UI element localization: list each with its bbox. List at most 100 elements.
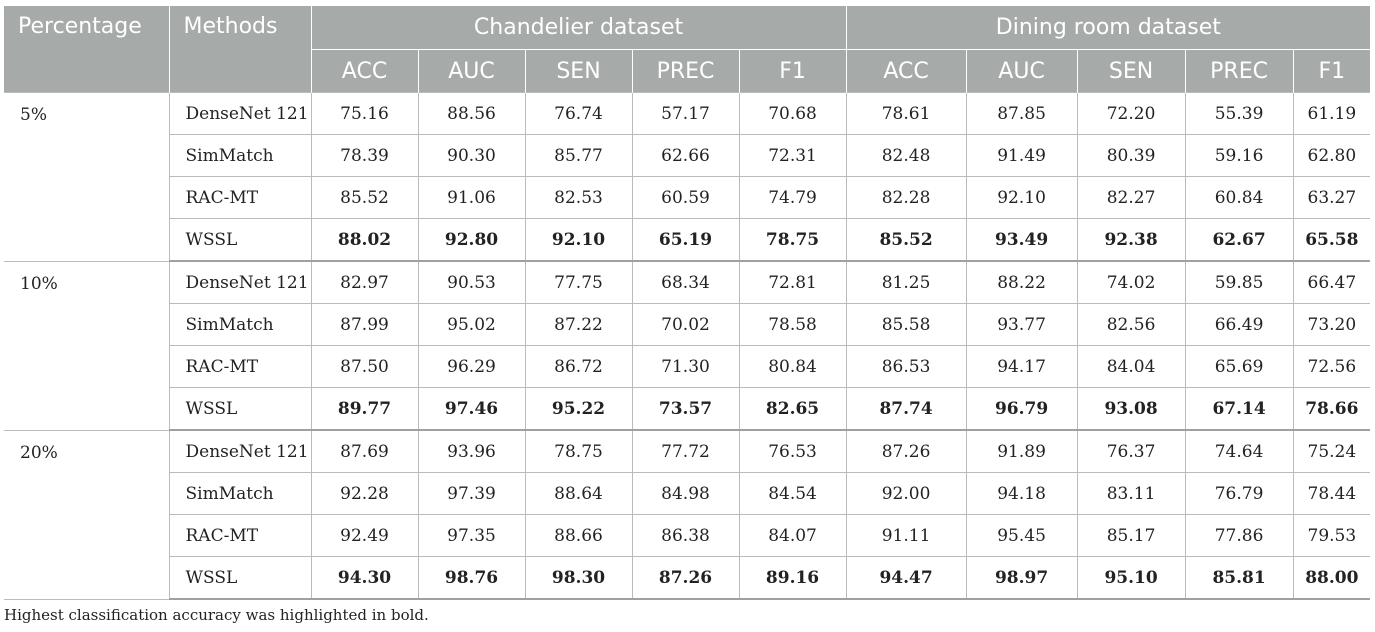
- value-cell: 84.04: [1076, 345, 1186, 388]
- value-cell: 85.58: [845, 303, 967, 346]
- header-metric-f1: F1: [1292, 49, 1371, 93]
- method-cell: SimMatch: [168, 303, 312, 346]
- value-cell: 97.46: [417, 387, 526, 431]
- value-cell: 85.17: [1076, 514, 1186, 557]
- value-cell: 75.16: [310, 92, 419, 135]
- value-cell: 95.22: [524, 387, 633, 431]
- value-cell: 91.11: [845, 514, 967, 557]
- header-metric-sen: SEN: [1076, 49, 1186, 93]
- value-cell: 78.66: [1292, 387, 1371, 431]
- value-cell: 87.99: [310, 303, 419, 346]
- value-cell: 72.81: [738, 260, 847, 304]
- header-metric-f1: F1: [738, 49, 847, 93]
- value-cell: 93.49: [965, 218, 1078, 262]
- value-cell: 87.50: [310, 345, 419, 388]
- table-row: WSSL 94.30 98.76 98.30 87.26 89.16 94.47 98.97 9…: [4, 556, 1371, 600]
- value-cell: 84.98: [631, 472, 740, 515]
- metric-header-row: ACC AUC SEN PREC F1 ACC AUC SEN PREC F1: [4, 49, 1371, 93]
- table-row: WSSL 88.02 92.80 92.10 65.19 78.75 85.52 93.49 9…: [4, 218, 1371, 262]
- value-cell: 76.79: [1184, 472, 1294, 515]
- value-cell: 94.47: [845, 556, 967, 600]
- value-cell: 78.61: [845, 92, 967, 135]
- percentage-cell: 5%: [4, 92, 170, 262]
- value-cell: 78.75: [738, 218, 847, 262]
- value-cell: 86.38: [631, 514, 740, 557]
- method-cell: DenseNet 121: [168, 92, 312, 135]
- header-metric-acc: ACC: [845, 49, 967, 93]
- method-cell: DenseNet 121: [168, 429, 312, 473]
- header-metric-sen: SEN: [524, 49, 632, 93]
- method-cell: SimMatch: [168, 472, 312, 515]
- method-cell: WSSL: [168, 556, 312, 600]
- value-cell: 76.37: [1076, 429, 1186, 473]
- value-cell: 76.74: [524, 92, 633, 135]
- value-cell: 91.89: [965, 429, 1078, 473]
- value-cell: 88.02: [310, 218, 419, 262]
- value-cell: 87.74: [845, 387, 967, 431]
- value-cell: 81.25: [845, 260, 967, 304]
- results-table: Percentage Methods Chandelier dataset Di…: [4, 6, 1371, 600]
- header-metric-auc: AUC: [965, 49, 1078, 93]
- value-cell: 66.49: [1184, 303, 1294, 346]
- value-cell: 90.53: [417, 260, 526, 304]
- header-metric-prec: PREC: [1184, 49, 1294, 93]
- method-cell: WSSL: [168, 218, 312, 262]
- value-cell: 70.68: [738, 92, 847, 135]
- value-cell: 93.96: [417, 429, 526, 473]
- value-cell: 55.39: [1184, 92, 1294, 135]
- table-row: 20% DenseNet 121 87.69 93.96 78.75 77.72 76.53…: [4, 429, 1371, 600]
- value-cell: 95.45: [965, 514, 1078, 557]
- value-cell: 90.30: [417, 134, 526, 177]
- value-cell: 82.28: [845, 176, 967, 219]
- value-cell: 72.20: [1076, 92, 1186, 135]
- value-cell: 91.49: [965, 134, 1078, 177]
- value-cell: 76.53: [738, 429, 847, 473]
- value-cell: 97.39: [417, 472, 526, 515]
- value-cell: 94.30: [310, 556, 419, 600]
- value-cell: 87.85: [965, 92, 1078, 135]
- header-metric-prec: PREC: [631, 49, 739, 93]
- value-cell: 72.56: [1292, 345, 1371, 388]
- value-cell: 94.17: [965, 345, 1078, 388]
- value-cell: 87.69: [310, 429, 419, 473]
- value-cell: 60.59: [631, 176, 740, 219]
- value-cell: 73.57: [631, 387, 740, 431]
- value-cell: 63.27: [1292, 176, 1371, 219]
- value-cell: 80.84: [738, 345, 847, 388]
- value-cell: 61.19: [1292, 92, 1371, 135]
- table-row: 5% DenseNet 121 75.16 88.56 76.74 57.17 70.68 7…: [4, 92, 1371, 262]
- value-cell: 92.10: [524, 218, 633, 262]
- value-cell: 84.07: [738, 514, 847, 557]
- value-cell: 88.56: [417, 92, 526, 135]
- value-cell: 89.77: [310, 387, 419, 431]
- value-cell: 93.08: [1076, 387, 1186, 431]
- table-row: SimMatch 87.99 95.02 87.22 70.02 78.58 85.58 93…: [4, 303, 1371, 346]
- value-cell: 88.66: [524, 514, 633, 557]
- table-row: SimMatch 92.28 97.39 88.64 84.98 84.54 92.00 94…: [4, 472, 1371, 515]
- value-cell: 85.81: [1184, 556, 1294, 600]
- method-cell: RAC-MT: [168, 345, 312, 388]
- value-cell: 96.79: [965, 387, 1078, 431]
- value-cell: 88.64: [524, 472, 633, 515]
- header-chandelier-dataset: Chandelier dataset: [310, 6, 847, 50]
- table-body: 5% DenseNet 121 75.16 88.56 76.74 57.17 70.68 7…: [4, 92, 1371, 600]
- value-cell: 88.22: [965, 260, 1078, 304]
- value-cell: 78.75: [524, 429, 633, 473]
- value-cell: 86.53: [845, 345, 967, 388]
- table-row: RAC-MT 87.50 96.29 86.72 71.30 80.84 86.53 94.1…: [4, 345, 1371, 388]
- table-row: RAC-MT 85.52 91.06 82.53 60.59 74.79 82.28 92.1…: [4, 176, 1371, 219]
- value-cell: 74.64: [1184, 429, 1294, 473]
- value-cell: 59.85: [1184, 260, 1294, 304]
- value-cell: 62.67: [1184, 218, 1294, 262]
- method-cell: RAC-MT: [168, 514, 312, 557]
- method-cell: RAC-MT: [168, 176, 312, 219]
- table-row: RAC-MT 92.49 97.35 88.66 86.38 84.07 91.11 95.4…: [4, 514, 1371, 557]
- value-cell: 94.18: [965, 472, 1078, 515]
- value-cell: 93.77: [965, 303, 1078, 346]
- value-cell: 59.16: [1184, 134, 1294, 177]
- value-cell: 68.34: [631, 260, 740, 304]
- value-cell: 98.97: [965, 556, 1078, 600]
- value-cell: 86.72: [524, 345, 633, 388]
- value-cell: 92.00: [845, 472, 967, 515]
- value-cell: 91.06: [417, 176, 526, 219]
